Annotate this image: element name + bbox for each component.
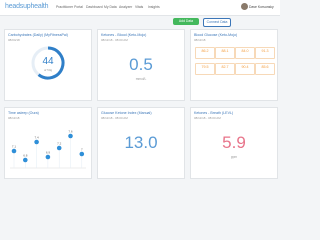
card-title: Carbohydrates (Daily) (MyFitnessPal) — [8, 33, 68, 37]
card-date: 08/11/18 - 08:00 AM — [101, 38, 128, 42]
card-title: Ketones - Breath (LEVL) — [194, 111, 233, 115]
reading: 82.7 — [215, 63, 235, 75]
nav-link[interactable]: Dashboard — [86, 5, 103, 9]
card: Glucose Ketone Index (Manual) 08/11/18 -… — [97, 107, 185, 179]
card: Time asleep (Oura) 08/11/18 7.1 6.8 7.4 6.9… — [4, 107, 92, 179]
title: Time asleep — [8, 111, 28, 115]
reading: 85.6 — [255, 63, 275, 75]
sleep-dot — [79, 151, 85, 157]
sleep-dot — [34, 139, 39, 145]
card-date: 08/04/18 — [8, 38, 20, 42]
logo[interactable]: headsuphealth — [5, 3, 49, 10]
title: Ketones - Breath — [194, 111, 221, 115]
sleep-label: 6.9 — [46, 151, 51, 155]
title: Carbohydrates (Daily) — [8, 33, 43, 37]
source: (Oura) — [28, 111, 39, 115]
sleep-dot — [23, 157, 28, 163]
source: (Keto-Mojo) — [127, 33, 147, 37]
reading: 84.0 — [235, 47, 255, 59]
nav-link[interactable]: My Data — [104, 5, 117, 9]
title: Blood Glucose — [194, 33, 218, 37]
card-date: 08/11/18 - 08:00 AM — [101, 116, 128, 120]
user-name[interactable]: Dave Korsunsky — [249, 5, 274, 9]
card-date: 08/11/18 — [8, 116, 20, 120]
nav-link[interactable]: Insights — [148, 5, 160, 9]
nav-link[interactable]: Analyzer — [119, 5, 133, 9]
gauge-arc — [37, 46, 65, 80]
reading: 90.4 — [235, 63, 255, 75]
metric-value: 0.5 — [129, 55, 153, 74]
card: Blood Glucose (Keto-Mojo) 08/11/18 86.2 8… — [190, 29, 278, 101]
sleep-label: 7.2 — [57, 142, 62, 146]
sleep-dot — [68, 133, 73, 139]
card-date: 08/11/18 - 08:00 AM — [194, 116, 221, 120]
gauge-unit: of 50g — [43, 68, 53, 72]
sleep-label: 7.1 — [12, 145, 17, 149]
nav-bar: headsuphealth Practitioner Portal Dashbo… — [0, 0, 280, 16]
title: Ketones - Blood — [101, 33, 127, 37]
nav-link[interactable]: Practitioner Portal — [56, 5, 83, 9]
page: headsuphealth Practitioner Portal Dashbo… — [0, 0, 280, 180]
card: Carbohydrates (Daily) (MyFitnessPal) 08/… — [4, 29, 92, 101]
metric-value: 5.9 — [222, 133, 246, 152]
card-date: 08/11/18 — [194, 38, 206, 42]
sleep-label: 6.8 — [23, 154, 28, 158]
nav-link[interactable]: Vitals — [135, 5, 144, 9]
connect-data-button[interactable]: Connect Data — [203, 18, 231, 27]
metric-value: 13.0 — [124, 133, 158, 152]
card: Ketones - Blood (Keto-Mojo) 08/11/18 - 0… — [97, 29, 185, 101]
reading: 79.5 — [195, 63, 215, 75]
card-title: Ketones - Blood (Keto-Mojo) — [101, 33, 146, 37]
avatar[interactable] — [241, 3, 248, 10]
card: Ketones - Breath (LEVL) 08/11/18 - 08:00… — [190, 107, 278, 179]
gauge-value: 44 — [42, 56, 54, 67]
source: (LEVL) — [221, 111, 234, 115]
sleep-dot — [45, 154, 51, 160]
add-data-button[interactable]: Add Data — [173, 18, 199, 25]
title: Glucose Ketone Index — [101, 111, 137, 115]
source: (Manual) — [137, 111, 152, 115]
gauge — [31, 46, 65, 80]
metric-unit: ppm — [230, 155, 238, 159]
sleep-chart: 7.1 6.8 7.4 6.9 7.2 7.6 7 — [10, 130, 86, 169]
sleep-label: 7.6 — [68, 130, 73, 134]
sleep-label: 7.4 — [35, 136, 40, 140]
source: (Keto-Mojo) — [218, 33, 238, 37]
card-title: Time asleep (Oura) — [8, 111, 39, 115]
sleep-dot — [56, 145, 62, 151]
reading: 86.2 — [195, 47, 215, 59]
sleep-dot — [11, 148, 17, 154]
reading: 88.1 — [215, 47, 235, 59]
metric-unit: mmol/L — [135, 77, 147, 81]
reading: 91.3 — [255, 47, 275, 59]
card-title: Blood Glucose (Keto-Mojo) — [194, 33, 237, 37]
card-title: Glucose Ketone Index (Manual) — [101, 111, 152, 115]
source: (MyFitnessPal) — [43, 33, 68, 37]
sleep-label: 7 — [81, 148, 83, 152]
